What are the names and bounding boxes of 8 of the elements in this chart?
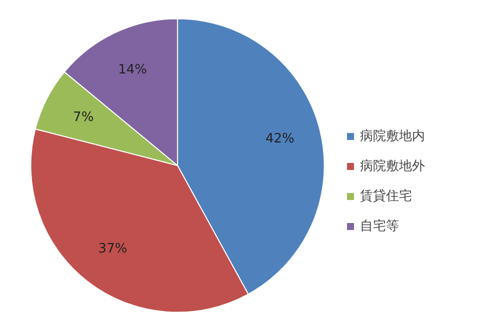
- legend-label: 病院敷地外: [360, 158, 425, 175]
- legend-label: 病院敷地内: [360, 128, 425, 145]
- data-label: 14%: [118, 62, 147, 78]
- data-label: 37%: [98, 242, 128, 257]
- legend-label: 自宅等: [360, 218, 399, 235]
- data-label: 42%: [265, 132, 294, 147]
- data-label: 7%: [73, 110, 94, 126]
- legend-label: 賃貸住宅: [360, 188, 412, 205]
